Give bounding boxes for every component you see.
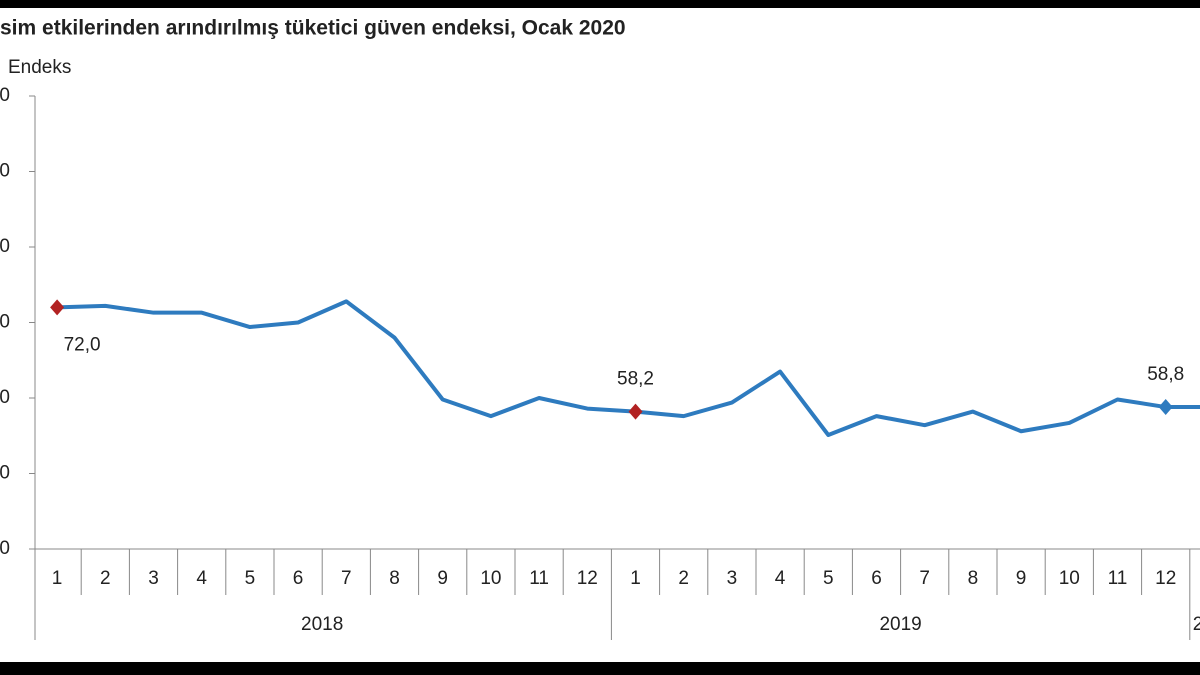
- data-label: 72,0: [64, 334, 101, 355]
- x-tick-label: 5: [245, 568, 256, 589]
- x-tick-label: 11: [1108, 568, 1128, 589]
- x-tick-label: 7: [919, 568, 930, 589]
- year-label: 2018: [301, 614, 343, 635]
- y-tick-label: 0: [0, 387, 10, 408]
- x-tick-label: 10: [1059, 568, 1080, 589]
- top-border: [0, 0, 1200, 8]
- x-tick-label: 1: [52, 568, 63, 589]
- x-tick-label: 5: [823, 568, 834, 589]
- x-tick-label: 12: [1155, 568, 1176, 589]
- y-tick-label: 0: [0, 85, 10, 106]
- x-tick-label: 7: [341, 568, 352, 589]
- x-tick-label: 1: [630, 568, 641, 589]
- x-tick-label: 4: [775, 568, 786, 589]
- x-tick-label: 2: [100, 568, 111, 589]
- y-tick-label: 0: [0, 161, 10, 182]
- y-tick-label: 0: [0, 312, 10, 333]
- x-tick-label: 3: [148, 568, 159, 589]
- x-tick-label: 11: [529, 568, 549, 589]
- x-tick-label: 9: [437, 568, 448, 589]
- x-tick-label: 2: [678, 568, 689, 589]
- marker: [50, 299, 65, 316]
- x-tick-label: 4: [196, 568, 207, 589]
- x-tick-label: 10: [480, 568, 501, 589]
- x-tick-label: 6: [293, 568, 304, 589]
- data-label: 58,2: [617, 369, 654, 390]
- y-tick-label: 0: [0, 463, 10, 484]
- chart-title: sim etkilerinden arındırılmış tüketici g…: [0, 17, 626, 40]
- year-label: 2019: [879, 614, 921, 635]
- y-tick-label: 0: [0, 236, 10, 257]
- x-tick-label: 12: [577, 568, 598, 589]
- x-tick-label: 8: [389, 568, 400, 589]
- x-tick-label: 8: [968, 568, 979, 589]
- y-tick-label: 0: [0, 538, 10, 559]
- data-label: 58,8: [1147, 364, 1184, 385]
- y-axis-label: Endeks: [8, 57, 71, 78]
- year-label: 2: [1193, 614, 1200, 635]
- x-tick-label: 6: [871, 568, 882, 589]
- x-tick-label: 3: [727, 568, 738, 589]
- x-tick-label: 9: [1016, 568, 1027, 589]
- bottom-border: [0, 662, 1200, 675]
- marker: [628, 403, 643, 420]
- marker: [1158, 399, 1173, 416]
